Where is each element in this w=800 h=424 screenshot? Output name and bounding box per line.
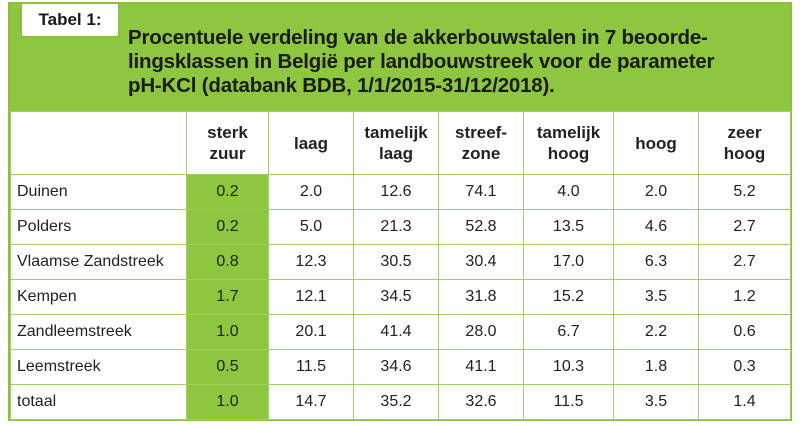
value-cell: 12.3 — [268, 244, 354, 280]
column-header-hoog: hoog — [613, 111, 699, 175]
value-cell: 41.4 — [353, 314, 439, 350]
region-cell: totaal — [10, 384, 187, 420]
value-cell: 52.8 — [438, 209, 524, 245]
value-cell: 6.3 — [613, 244, 699, 280]
table-body: Duinen 0.2 2.0 12.6 74.1 4.0 2.0 5.2 Polders 0.2 5… — [10, 174, 791, 420]
column-header-sterk-zuur: sterk zuur — [186, 111, 269, 175]
value-cell: 1.0 — [186, 384, 269, 420]
table-row: Duinen 0.2 2.0 12.6 74.1 4.0 2.0 5.2 — [10, 174, 791, 210]
value-cell: 2.0 — [613, 174, 699, 210]
region-cell: Vlaamse Zandstreek — [10, 244, 187, 280]
value-cell: 0.8 — [186, 244, 269, 280]
value-cell: 30.4 — [438, 244, 524, 280]
title-line: Procentuele verdeling van de akkerbouwst… — [128, 26, 708, 49]
value-cell: 1.8 — [613, 349, 699, 385]
table-row: Kempen 1.7 12.1 34.5 31.8 15.2 3.5 1.2 — [10, 279, 791, 315]
value-cell: 3.5 — [613, 384, 699, 420]
value-cell: 5.2 — [698, 174, 791, 210]
value-cell: 41.1 — [438, 349, 524, 385]
value-cell: 6.7 — [523, 314, 614, 350]
value-cell: 34.5 — [353, 279, 439, 315]
value-cell: 2.7 — [698, 244, 791, 280]
value-cell: 20.1 — [268, 314, 354, 350]
value-cell: 2.2 — [613, 314, 699, 350]
region-cell: Leemstreek — [10, 349, 187, 385]
title-band: Tabel 1: Procentuele verdeling van de ak… — [10, 4, 790, 111]
table-row: Leemstreek 0.5 11.5 34.6 41.1 10.3 1.8 0.3 — [10, 349, 791, 385]
value-cell: 28.0 — [438, 314, 524, 350]
table-frame: Tabel 1: Procentuele verdeling van de ak… — [8, 2, 792, 421]
value-cell: 10.3 — [523, 349, 614, 385]
value-cell: 2.0 — [268, 174, 354, 210]
value-cell: 0.2 — [186, 209, 269, 245]
value-cell: 1.0 — [186, 314, 269, 350]
value-cell: 13.5 — [523, 209, 614, 245]
value-cell: 1.7 — [186, 279, 269, 315]
column-header-streefzone: streef-zone — [438, 111, 524, 175]
header-row: sterk zuur laag tamelijk laag streef-zone … — [10, 111, 791, 175]
value-cell: 4.0 — [523, 174, 614, 210]
title-line: pH-KCl (databank BDB, 1/1/2015-31/12/201… — [128, 74, 555, 97]
value-cell: 15.2 — [523, 279, 614, 315]
header-corner — [10, 111, 187, 175]
region-cell: Kempen — [10, 279, 187, 315]
column-header-zeer-hoog: zeer hoog — [698, 111, 791, 175]
value-cell: 11.5 — [523, 384, 614, 420]
value-cell: 31.8 — [438, 279, 524, 315]
value-cell: 4.6 — [613, 209, 699, 245]
table-number-label: Tabel 1: — [20, 4, 120, 38]
title-line: lingsklassen in België per landbouwstree… — [128, 50, 715, 73]
value-cell: 0.2 — [186, 174, 269, 210]
value-cell: 34.6 — [353, 349, 439, 385]
value-cell: 32.6 — [438, 384, 524, 420]
value-cell: 74.1 — [438, 174, 524, 210]
table-row: Zandleemstreek 1.0 20.1 41.4 28.0 6.7 2.2 0.6 — [10, 314, 791, 350]
value-cell: 3.5 — [613, 279, 699, 315]
table-row: Polders 0.2 5.0 21.3 52.8 13.5 4.6 2.7 — [10, 209, 791, 245]
value-cell: 2.7 — [698, 209, 791, 245]
value-cell: 17.0 — [523, 244, 614, 280]
value-cell: 0.6 — [698, 314, 791, 350]
value-cell: 21.3 — [353, 209, 439, 245]
column-header-tamelijk-laag: tamelijk laag — [353, 111, 439, 175]
region-cell: Duinen — [10, 174, 187, 210]
value-cell: 12.1 — [268, 279, 354, 315]
value-cell: 5.0 — [268, 209, 354, 245]
value-cell: 11.5 — [268, 349, 354, 385]
data-table: sterk zuur laag tamelijk laag streef-zone … — [10, 111, 791, 420]
region-cell: Zandleemstreek — [10, 314, 187, 350]
value-cell: 35.2 — [353, 384, 439, 420]
value-cell: 30.5 — [353, 244, 439, 280]
table-row: Vlaamse Zandstreek 0.8 12.3 30.5 30.4 17.0 6.3… — [10, 244, 791, 280]
column-header-tamelijk-hoog: tamelijk hoog — [523, 111, 614, 175]
table-row: totaal 1.0 14.7 35.2 32.6 11.5 3.5 1.4 — [10, 384, 791, 420]
value-cell: 12.6 — [353, 174, 439, 210]
region-cell: Polders — [10, 209, 187, 245]
value-cell: 14.7 — [268, 384, 354, 420]
table-title: Procentuele verdeling van de akkerbouwst… — [128, 26, 783, 98]
column-header-laag: laag — [268, 111, 354, 175]
value-cell: 0.5 — [186, 349, 269, 385]
value-cell: 0.3 — [698, 349, 791, 385]
value-cell: 1.4 — [698, 384, 791, 420]
value-cell: 1.2 — [698, 279, 791, 315]
